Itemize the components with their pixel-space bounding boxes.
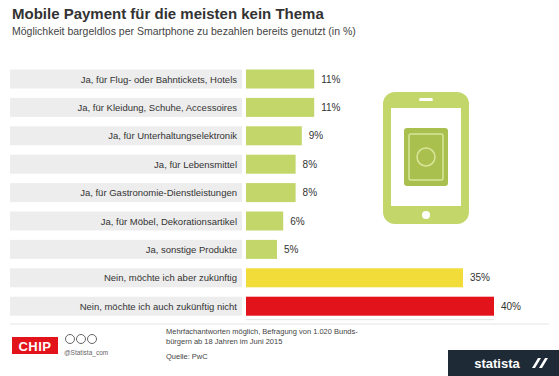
phone-button bbox=[422, 211, 430, 219]
data-label: 35% bbox=[470, 272, 490, 283]
handle: @Statista_com bbox=[64, 349, 108, 357]
bar bbox=[246, 126, 302, 145]
banknote-circle bbox=[417, 148, 435, 166]
license-icon bbox=[66, 335, 75, 344]
source: Quelle: PwC bbox=[166, 352, 208, 361]
license-icon bbox=[88, 335, 97, 344]
bars bbox=[246, 70, 494, 316]
data-label: 8% bbox=[303, 159, 318, 170]
data-label: 11% bbox=[321, 102, 340, 113]
banknote-border bbox=[409, 134, 443, 180]
footer-rule bbox=[10, 324, 549, 325]
label-band bbox=[10, 268, 242, 287]
bar bbox=[246, 212, 283, 231]
data-label: 6% bbox=[290, 216, 305, 227]
label-band bbox=[10, 297, 242, 316]
data-label: 11% bbox=[321, 74, 340, 85]
phone-screen bbox=[391, 108, 461, 206]
bar bbox=[246, 98, 314, 117]
license-icon bbox=[77, 335, 86, 344]
data-label: 8% bbox=[303, 187, 318, 198]
page: {"chart_data": { "type": "bar", "orienta… bbox=[0, 0, 559, 376]
bar bbox=[246, 70, 314, 89]
statista-logo: statista bbox=[474, 356, 520, 371]
label-band bbox=[10, 240, 242, 259]
category-labels: Ja, für Flug- oder Bahntickets, Hotels Ja… bbox=[10, 70, 242, 316]
note: Mehrfachantworten möglich, Befragung von… bbox=[166, 327, 358, 336]
phone-icon bbox=[383, 92, 469, 224]
label-band bbox=[10, 183, 242, 202]
bar bbox=[246, 240, 277, 259]
footer: CHIP @Statista_com Mehrfachantworten mögli… bbox=[10, 324, 559, 376]
category-label: Ja, für Flug- oder Bahntickets, Hotels bbox=[81, 74, 238, 85]
chip-logo: CHIP bbox=[18, 339, 51, 354]
subtitle: Möglichkeit bargeldlos per Smartphone zu… bbox=[12, 25, 356, 37]
label-band bbox=[10, 126, 242, 145]
bar bbox=[246, 297, 494, 316]
label-band bbox=[10, 98, 242, 117]
statista-mark bbox=[532, 358, 548, 368]
phone-speaker bbox=[419, 98, 433, 101]
statista-logo-box bbox=[448, 350, 559, 376]
data-labels: 11% 11% 9% 8% 8% 6% 5% 35% 40% bbox=[284, 74, 521, 312]
category-label: Nein, möchte ich aber zukünftig bbox=[104, 272, 237, 283]
data-label: 9% bbox=[309, 130, 324, 141]
bar bbox=[246, 268, 463, 287]
note: bürgern ab 18 Jahren im Juni 2015 bbox=[166, 337, 282, 346]
data-label: 5% bbox=[284, 244, 299, 255]
label-band bbox=[10, 212, 242, 231]
category-label: Ja, sonstige Produkte bbox=[146, 244, 237, 255]
category-label: Ja, für Lebensmittel bbox=[154, 159, 237, 170]
category-label: Ja, für Unterhaltungselektronik bbox=[108, 130, 237, 141]
bar bbox=[246, 183, 296, 202]
label-band bbox=[10, 155, 242, 174]
value-axis bbox=[246, 319, 494, 320]
phone-body bbox=[383, 92, 469, 224]
bar bbox=[246, 155, 296, 174]
banknote bbox=[404, 128, 448, 186]
category-label: Nein, möchte ich auch zukünftig nicht bbox=[80, 301, 238, 312]
chart: Mobile Payment für die meisten kein Them… bbox=[0, 0, 559, 376]
chip-logo-box bbox=[12, 337, 58, 354]
category-label: Ja, für Gastronomie-Dienstleistungen bbox=[80, 187, 237, 198]
category-label: Ja, für Kleidung, Schuhe, Accessoires bbox=[78, 102, 238, 113]
label-band bbox=[10, 70, 242, 89]
data-label: 40% bbox=[501, 301, 521, 312]
title: Mobile Payment für die meisten kein Them… bbox=[12, 5, 324, 22]
category-label: Ja, für Möbel, Dekorationsartikel bbox=[101, 216, 237, 227]
